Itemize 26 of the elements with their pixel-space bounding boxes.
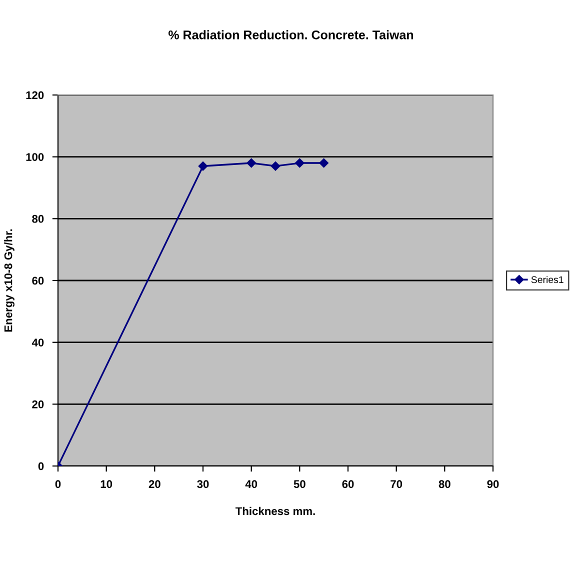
- x-tick-label: 90: [487, 480, 499, 488]
- chart-title: % Radiation Reduction. Concrete. Taiwan: [168, 30, 414, 40]
- y-tick-label: 80: [32, 214, 44, 223]
- point: [198, 161, 208, 171]
- x-tick-label: 30: [197, 480, 209, 488]
- y-tick-label: 40: [32, 338, 44, 346]
- point: [295, 158, 304, 168]
- y-tick-label: 60: [32, 276, 44, 285]
- x-tick-label: 10: [100, 480, 112, 488]
- x-tick-label: 40: [245, 480, 258, 488]
- point: [246, 158, 256, 168]
- x-tick-label: 80: [438, 480, 450, 488]
- x-tick-label: 70: [390, 480, 402, 488]
- x-tick-label: 60: [342, 480, 354, 488]
- point: [270, 161, 280, 171]
- x-tick-label: 50: [294, 480, 306, 488]
- y-tick-label: 100: [26, 153, 44, 161]
- y-axis-title: Energy x10-8 Gy/hr.: [4, 229, 14, 332]
- x-tick-label: 20: [148, 480, 160, 488]
- point: [319, 158, 328, 168]
- y-tick-label: 120: [26, 91, 44, 100]
- legend-label: Series1: [531, 276, 564, 284]
- y-tick-label: 20: [32, 400, 44, 408]
- x-axis-title: Thickness mm.: [235, 506, 315, 516]
- x-tick-label: 0: [55, 480, 61, 488]
- y-tick-label: 0: [38, 462, 44, 470]
